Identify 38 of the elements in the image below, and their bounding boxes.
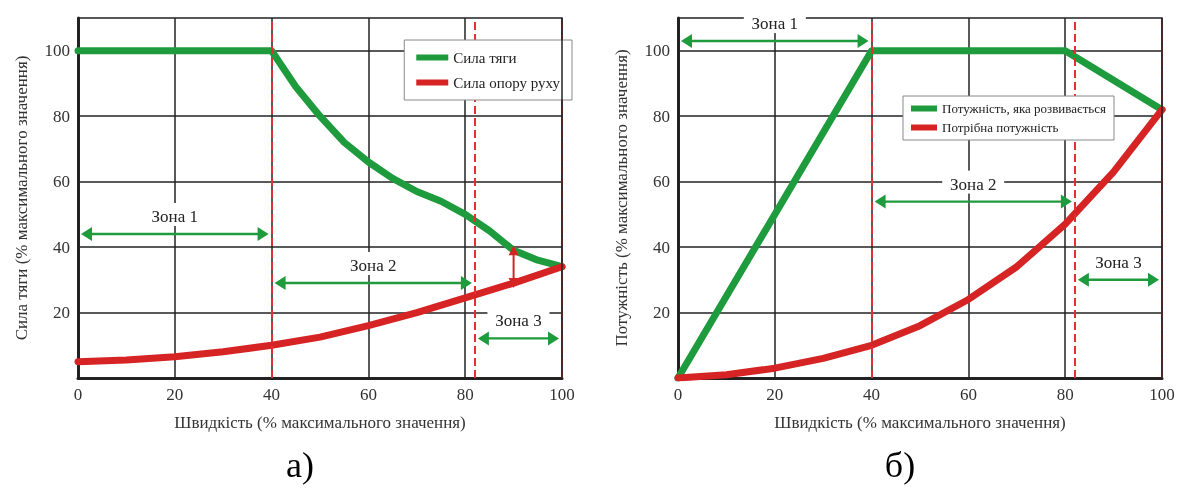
x-tick-label: 0 [73,385,83,404]
x-axis-title: Швидкість (% максимального значення) [774,413,1066,432]
y-tick-label: 100 [44,41,70,61]
x-tick-label: 0 [673,385,683,404]
annotation: Зона 3 [1095,252,1142,272]
y-tick-label: 20 [653,303,670,323]
x-tick-label: 20 [166,385,184,404]
y-tick-label: 40 [53,237,70,257]
y-tick-label: 80 [653,106,670,126]
x-tick-label: 80 [1056,385,1074,404]
x-tick-label: 20 [766,385,784,404]
legend-label: Сила тяги [453,49,517,66]
x-tick-label: 100 [549,385,575,404]
y-tick-label: 80 [53,106,70,126]
annotation: Зона 2 [350,255,397,275]
y-tick-label: 100 [644,41,670,61]
x-tick-label: 60 [959,385,977,404]
annotation: Зона 3 [495,311,542,331]
x-axis-title: Швидкість (% максимального значення) [174,413,466,432]
annotation: Зона 1 [151,207,199,226]
annotation: Зона 2 [950,174,997,194]
text: а) [285,444,315,487]
legend-label: Сила опору руху [453,74,561,91]
x-tick-label: 40 [263,385,281,404]
y-axis-title: Сила тяги (% максимального значення) [12,55,31,341]
annotation: Зона 1 [751,14,799,34]
y-axis-title: Потужність (% максимального значення) [612,49,631,347]
x-tick-label: 80 [456,385,474,404]
y-tick-label: 40 [653,237,670,257]
x-tick-label: 100 [1149,385,1175,404]
x-tick-label: 40 [863,385,881,404]
y-tick-label: 60 [653,172,670,192]
legend-label: Потужність, яка розвивається [941,101,1107,116]
text: б) [883,444,917,487]
y-tick-label: 20 [53,303,70,323]
x-tick-label: 60 [359,385,377,404]
legend-label: Потрібна потужність [941,120,1059,135]
y-tick-label: 60 [53,172,70,192]
